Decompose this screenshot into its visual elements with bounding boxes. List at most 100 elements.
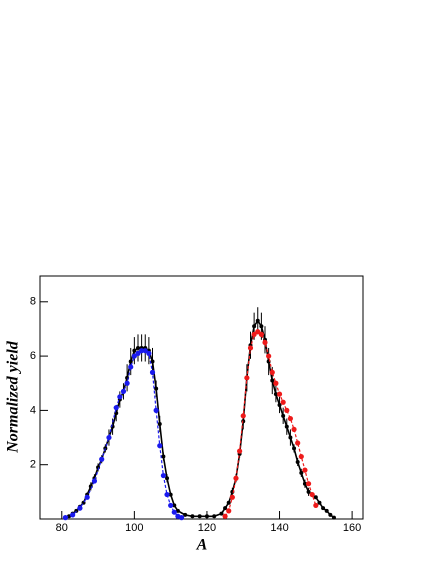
data-point	[269, 369, 275, 375]
data-point	[233, 475, 239, 481]
data-point	[302, 481, 307, 486]
data-point	[99, 456, 105, 462]
data-point	[153, 407, 159, 413]
y-tick-label: 6	[30, 350, 36, 362]
data-point	[223, 506, 228, 511]
data-point	[302, 467, 308, 473]
data-point	[165, 476, 170, 481]
data-point	[255, 329, 261, 335]
data-point	[157, 421, 162, 426]
data-point	[222, 513, 228, 519]
data-point	[106, 434, 112, 441]
series-line	[65, 350, 182, 519]
data-point	[62, 515, 69, 521]
data-point	[321, 506, 326, 511]
x-tick-label: 140	[270, 522, 288, 534]
data-point	[172, 503, 177, 508]
data-point	[132, 348, 137, 353]
data-point	[135, 350, 141, 356]
data-point	[328, 512, 333, 517]
data-point	[219, 511, 224, 516]
data-point	[146, 350, 152, 356]
x-axis-label: A	[196, 537, 208, 554]
data-point	[281, 413, 286, 418]
data-point	[262, 339, 268, 346]
data-point	[313, 495, 318, 500]
x-tick-label: 80	[56, 522, 68, 534]
data-point	[280, 399, 286, 405]
data-point	[273, 380, 279, 386]
y-tick-label: 4	[30, 404, 36, 416]
y-tick-label: 8	[30, 296, 36, 308]
y-tick-label: 2	[30, 459, 36, 471]
data-point	[240, 413, 246, 419]
data-point	[197, 514, 202, 519]
data-point	[135, 345, 140, 350]
data-point	[291, 426, 297, 433]
data-point	[299, 470, 304, 475]
data-point	[237, 448, 243, 454]
data-point	[168, 492, 173, 497]
data-point	[284, 424, 289, 429]
data-point	[128, 364, 134, 370]
x-tick-label: 120	[198, 522, 216, 534]
data-point	[288, 435, 293, 440]
data-point	[124, 380, 130, 386]
data-point	[157, 443, 163, 449]
data-point	[160, 472, 166, 479]
data-point	[142, 348, 148, 354]
data-point	[317, 500, 322, 505]
data-point	[295, 459, 300, 464]
data-point	[295, 440, 301, 446]
data-point	[270, 378, 275, 383]
data-point	[161, 454, 166, 459]
x-tick-label: 100	[125, 522, 143, 534]
data-point	[77, 505, 83, 511]
data-point	[247, 345, 254, 351]
data-point	[255, 318, 260, 323]
data-point	[298, 453, 304, 460]
data-point	[292, 446, 297, 451]
data-point	[313, 502, 319, 509]
data-point	[212, 514, 217, 519]
data-point	[183, 512, 188, 517]
data-point	[84, 494, 90, 500]
data-point	[226, 500, 231, 505]
series-line	[224, 330, 317, 517]
y-axis-label: Normalized yield	[5, 340, 22, 454]
data-point	[171, 509, 177, 515]
data-point	[168, 502, 174, 509]
data-point	[331, 515, 336, 520]
data-point	[252, 324, 257, 329]
data-point	[164, 491, 170, 498]
data-point	[175, 508, 180, 513]
data-point	[266, 353, 272, 359]
data-point	[149, 369, 156, 375]
data-point	[70, 512, 76, 518]
data-point	[287, 415, 294, 422]
data-point	[117, 394, 123, 400]
data-point	[150, 359, 155, 364]
data-point	[273, 392, 278, 397]
data-point	[128, 359, 133, 364]
data-point	[309, 491, 315, 498]
data-point	[305, 481, 312, 487]
data-point	[178, 515, 185, 521]
x-tick-label: 160	[343, 522, 361, 534]
plot-frame	[39, 275, 364, 520]
data-point	[251, 331, 257, 337]
data-point	[324, 508, 329, 513]
data-point	[139, 348, 145, 354]
data-point	[154, 386, 159, 391]
data-point	[244, 375, 250, 381]
data-point	[284, 407, 290, 413]
data-point	[91, 478, 98, 484]
series-line	[65, 319, 335, 519]
data-point	[120, 388, 127, 394]
data-point	[276, 391, 283, 397]
data-point	[229, 494, 235, 500]
data-point	[113, 405, 119, 411]
data-point	[259, 324, 264, 329]
data-point	[258, 331, 264, 337]
